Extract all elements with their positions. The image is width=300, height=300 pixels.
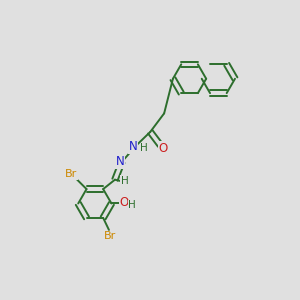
Text: H: H bbox=[128, 200, 136, 210]
Text: Br: Br bbox=[65, 169, 77, 179]
Text: Br: Br bbox=[104, 231, 116, 242]
Text: O: O bbox=[159, 142, 168, 154]
Text: N: N bbox=[129, 140, 138, 153]
Text: O: O bbox=[119, 196, 129, 209]
Text: H: H bbox=[140, 143, 148, 153]
Text: N: N bbox=[116, 155, 124, 168]
Text: H: H bbox=[121, 176, 128, 186]
